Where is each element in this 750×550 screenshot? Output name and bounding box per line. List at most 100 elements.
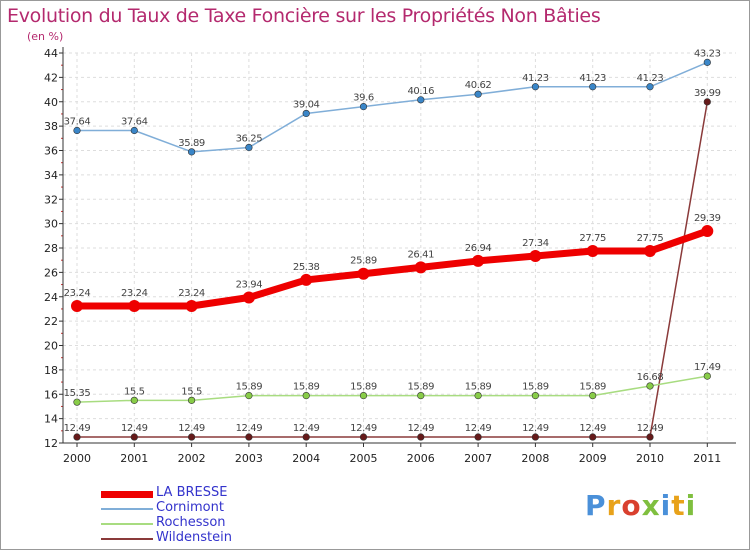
logo-letter: o (621, 489, 642, 522)
x-tick-label: 2008 (521, 452, 549, 465)
data-point-wildenstein (531, 433, 540, 441)
data-label-cornimont: 35.89 (178, 138, 205, 149)
data-point-wildenstein (130, 433, 138, 441)
data-point-wildenstein (589, 433, 597, 441)
data-label-cornimont: 41.23 (579, 73, 606, 84)
y-tick-label: 24 (44, 291, 58, 304)
y-tick-label: 26 (44, 266, 58, 279)
data-label-wildenstein: 12.49 (64, 423, 91, 434)
data-label-wildenstein: 12.49 (121, 423, 148, 434)
data-point-rochesson (359, 391, 368, 400)
data-label-rochesson: 15.89 (465, 382, 492, 393)
data-label-cornimont: 43.23 (694, 48, 721, 59)
data-point-cornimont (646, 83, 654, 91)
legend-label-la-bresse: LA BRESSE (156, 485, 228, 500)
x-tick-label: 2009 (579, 452, 607, 465)
series-group (71, 58, 714, 441)
x-tick-label: 2007 (464, 452, 492, 465)
data-label-la-bresse: 29.39 (694, 213, 721, 224)
data-point-la-bresse (300, 273, 313, 286)
data-point-la-bresse (185, 300, 198, 313)
data-point-la-bresse (529, 250, 542, 263)
data-point-rochesson (589, 391, 597, 400)
data-label-rochesson: 17.49 (694, 362, 721, 373)
legend-label-wildenstein: Wildenstein (156, 530, 233, 545)
x-tick-label: 2002 (178, 452, 206, 465)
data-point-cornimont (188, 148, 196, 156)
data-label-la-bresse: 25.38 (293, 262, 320, 273)
data-point-wildenstein (245, 433, 253, 441)
y-tick-label: 44 (44, 47, 58, 60)
series-line-rochesson (76, 375, 708, 403)
data-point-rochesson (302, 391, 310, 400)
data-point-la-bresse (357, 267, 370, 280)
data-labels: 23.24 23.24 23.24 23.94 25.38 25.89 26.41 26.94… (64, 48, 721, 434)
data-point-wildenstein (73, 433, 81, 441)
y-tick-label: 22 (44, 315, 58, 328)
x-tick-label: 2006 (407, 452, 435, 465)
data-label-wildenstein: 12.49 (178, 423, 205, 434)
legend-item-rochesson: Rochesson (101, 515, 321, 531)
data-point-cornimont (703, 58, 711, 66)
x-tick-label: 2005 (350, 452, 378, 465)
data-label-rochesson: 15.5 (181, 386, 202, 397)
data-point-cornimont (474, 90, 482, 98)
data-point-cornimont (417, 96, 425, 104)
data-point-la-bresse (586, 245, 599, 258)
y-tick-label: 32 (44, 193, 58, 206)
data-label-wildenstein: 39.99 (694, 88, 721, 99)
data-label-la-bresse: 27.75 (579, 233, 606, 244)
data-label-wildenstein: 12.49 (637, 423, 664, 434)
logo-letter: i (660, 489, 672, 522)
data-point-la-bresse (644, 245, 656, 258)
y-tick-label: 28 (44, 242, 58, 255)
data-label-rochesson: 15.89 (293, 382, 320, 393)
data-label-rochesson: 15.35 (64, 388, 91, 399)
logo-letter: P (585, 489, 607, 522)
data-label-la-bresse: 27.34 (522, 238, 549, 249)
data-label-cornimont: 41.23 (637, 73, 664, 84)
data-label-la-bresse: 23.94 (236, 279, 263, 290)
data-label-rochesson: 16.68 (637, 372, 664, 383)
data-point-cornimont (589, 83, 597, 91)
data-point-la-bresse (71, 300, 83, 313)
data-point-wildenstein (417, 433, 425, 441)
legend-swatch-wildenstein (101, 538, 153, 540)
legend-swatch-cornimont (101, 508, 153, 510)
y-tick-label: 36 (44, 145, 58, 158)
data-point-cornimont (73, 126, 81, 135)
data-label-rochesson: 15.89 (350, 382, 377, 393)
unit-label: (en %) (27, 30, 64, 43)
data-label-la-bresse: 23.24 (121, 288, 148, 299)
data-label-cornimont: 37.64 (121, 117, 148, 128)
data-point-wildenstein (302, 433, 310, 441)
data-point-rochesson (531, 391, 540, 400)
axes: 12 14 16 18 20 22 24 26 28 30 32 34 36 38 40 42 44 2000 20… (44, 47, 736, 465)
data-label-wildenstein: 12.49 (236, 423, 263, 434)
data-label-wildenstein: 12.49 (465, 423, 492, 434)
data-label-rochesson: 15.89 (236, 382, 263, 393)
data-point-rochesson (245, 391, 253, 400)
data-label-la-bresse: 25.89 (350, 256, 377, 267)
logo-letter: i (685, 489, 697, 522)
data-label-cornimont: 40.62 (465, 80, 492, 91)
legend-label-cornimont: Cornimont (156, 500, 224, 515)
data-label-wildenstein: 12.49 (407, 423, 434, 434)
x-tick-label: 2003 (235, 452, 263, 465)
data-point-la-bresse (128, 300, 141, 313)
data-label-wildenstein: 12.49 (522, 423, 549, 434)
data-label-rochesson: 15.5 (124, 386, 145, 397)
y-tick-label: 16 (44, 388, 58, 401)
data-point-wildenstein (359, 433, 368, 441)
data-label-rochesson: 15.89 (579, 382, 606, 393)
y-tick-label: 42 (44, 71, 58, 84)
y-tick-label: 14 (44, 413, 58, 426)
data-label-la-bresse: 26.94 (465, 243, 492, 254)
data-label-la-bresse: 26.41 (407, 249, 434, 260)
y-tick-label: 30 (44, 218, 58, 231)
data-point-rochesson (474, 391, 482, 400)
data-point-la-bresse (472, 254, 485, 267)
legend-item-wildenstein: Wildenstein (101, 530, 321, 546)
y-tick-label: 18 (44, 364, 58, 377)
